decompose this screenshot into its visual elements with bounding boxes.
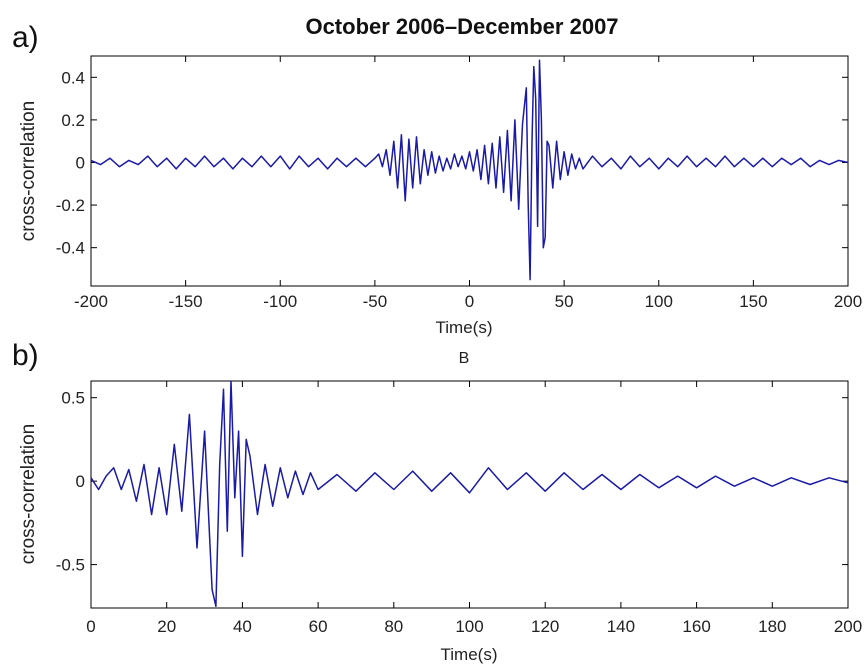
panel-a-y-tick-label: 0.4 <box>61 68 85 87</box>
panel-a-xlabel: Time(s) <box>436 318 493 337</box>
panel-a-x-ticks: -200 -150 -100 -50 0 50 100 150 200 <box>74 56 862 311</box>
panel-a-y-tick-label: 0 <box>76 153 85 172</box>
panel-b-x-tick-label: 80 <box>384 617 403 636</box>
panel-a-label: a) <box>12 21 39 54</box>
panel-b: b) B -0.5 0 0.5 0 20 40 60 80 100 120 140 160 180 20… <box>12 339 862 664</box>
panel-a-y-ticks: -0.4 -0.2 0 0.2 0.4 <box>56 68 848 258</box>
panel-a-ylabel: cross-correlation <box>18 101 39 241</box>
panel-b-x-tick-label: 140 <box>607 617 635 636</box>
panel-b-x-tick-label: 0 <box>86 617 95 636</box>
panel-b-xlabel: Time(s) <box>441 645 498 664</box>
panel-a-x-tick-label: 150 <box>739 292 767 311</box>
panel-a-x-tick-label: 200 <box>834 292 862 311</box>
panel-b-plot-area <box>90 380 849 609</box>
panel-a-x-tick-label: -200 <box>74 292 108 311</box>
panel-b-series-line <box>90 380 849 608</box>
panel-a-x-tick-label: 100 <box>645 292 673 311</box>
panel-b-x-tick-label: 160 <box>682 617 710 636</box>
panel-a-x-tick-label: -100 <box>263 292 297 311</box>
panel-a-series-line <box>90 59 849 281</box>
panel-a-x-tick-label: 0 <box>465 292 474 311</box>
panel-b-x-tick-label: 60 <box>309 617 328 636</box>
panel-a: a) October 2006–December 2007 -0.4 -0.2 0 0… <box>12 14 862 337</box>
panel-b-label: b) <box>12 339 39 372</box>
panel-a-title: October 2006–December 2007 <box>305 14 618 39</box>
panel-b-x-tick-label: 200 <box>834 617 862 636</box>
panel-b-x-tick-label: 120 <box>531 617 559 636</box>
panel-a-x-tick-label: -50 <box>363 292 388 311</box>
panel-a-x-tick-label: 50 <box>555 292 574 311</box>
panel-b-x-tick-label: 40 <box>233 617 252 636</box>
panel-a-plot-area <box>90 55 849 287</box>
panel-b-y-tick-label: 0 <box>76 472 85 491</box>
panel-b-x-tick-label: 100 <box>455 617 483 636</box>
panel-b-y-tick-label: 0.5 <box>61 389 85 408</box>
panel-a-x-tick-label: -150 <box>169 292 203 311</box>
panel-a-y-tick-label: 0.2 <box>61 111 85 130</box>
panel-b-y-tick-label: -0.5 <box>56 556 85 575</box>
panel-b-ylabel: cross-correlation <box>18 424 39 564</box>
panel-a-y-tick-label: -0.4 <box>56 239 85 258</box>
panel-b-x-tick-label: 180 <box>758 617 786 636</box>
panel-b-y-ticks: -0.5 0 0.5 <box>56 389 848 575</box>
panel-b-title: B <box>459 350 470 367</box>
panel-b-x-ticks: 0 20 40 60 80 100 120 140 160 180 200 <box>86 381 862 636</box>
panel-a-y-tick-label: -0.2 <box>56 196 85 215</box>
panel-b-x-tick-label: 20 <box>157 617 176 636</box>
